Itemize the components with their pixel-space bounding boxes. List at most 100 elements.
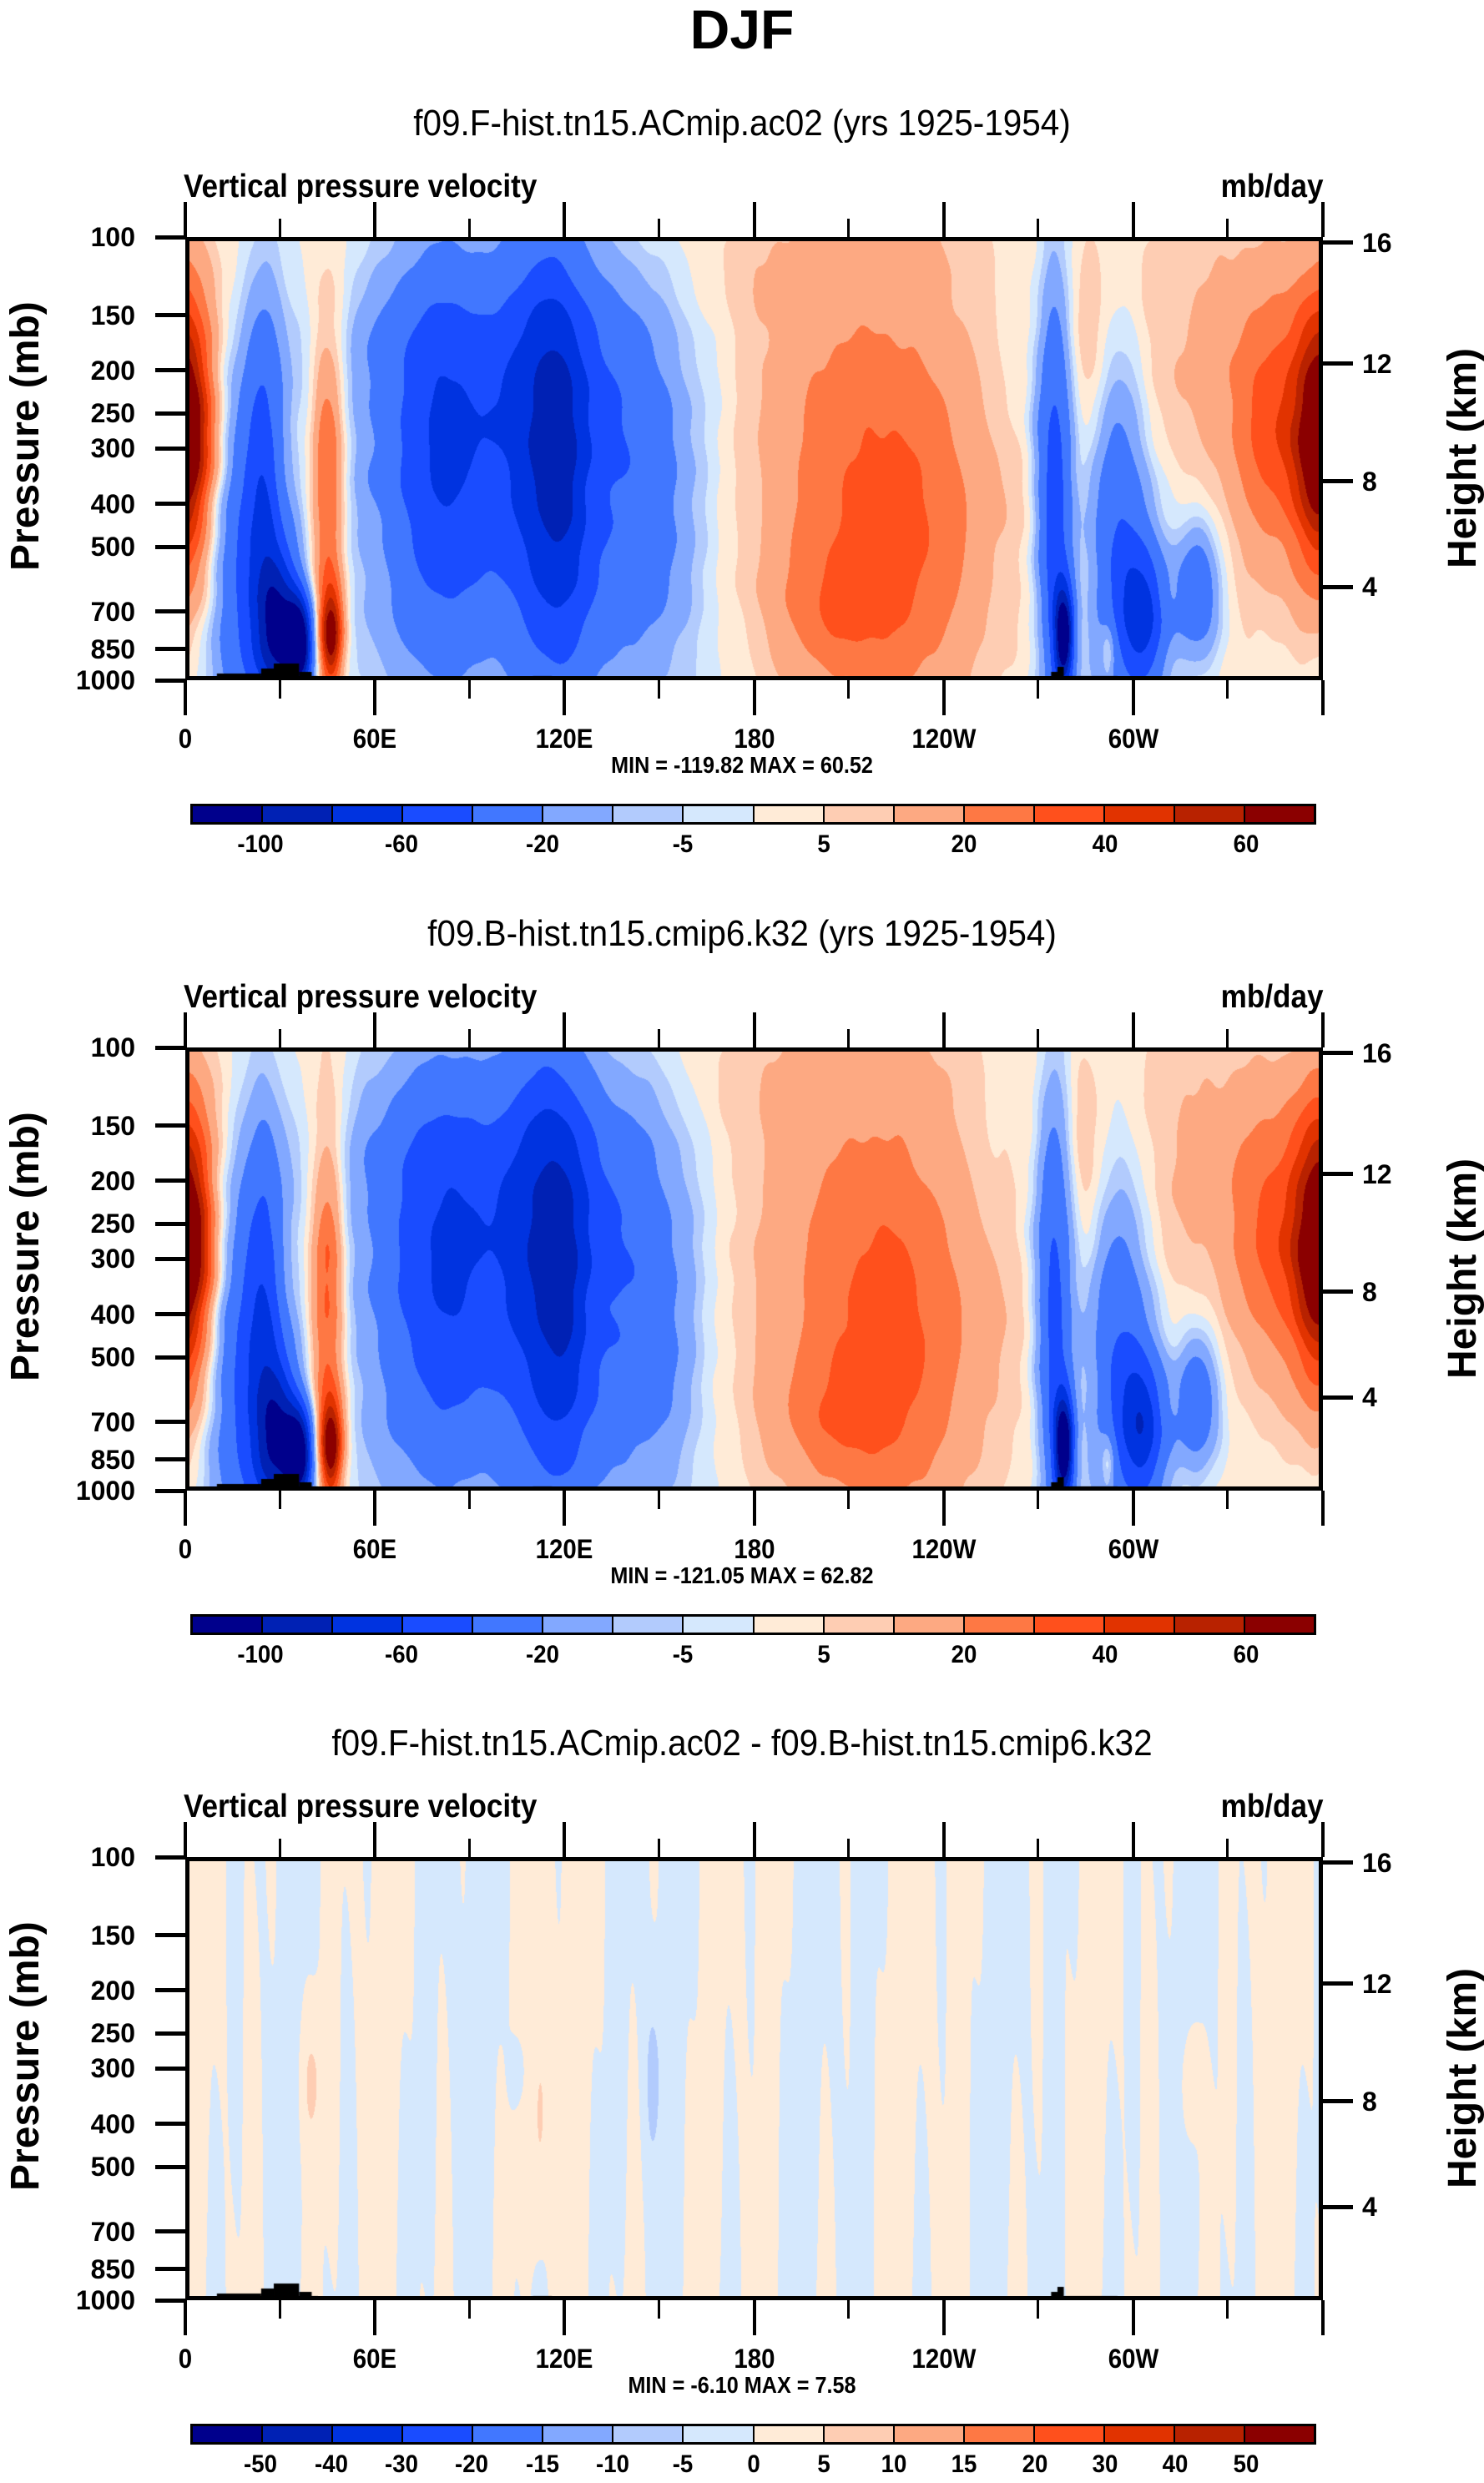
y-tick xyxy=(155,2229,185,2234)
x-tick-label: 180 xyxy=(733,2344,775,2374)
contour-field xyxy=(185,1047,1323,1491)
x-tick-label: 60W xyxy=(1108,2344,1159,2374)
y-right-tick-label: 16 xyxy=(1362,1037,1392,1068)
x-tick-bottom xyxy=(847,2300,851,2319)
colorbar-box xyxy=(333,2426,404,2442)
colorbar-label: 15 xyxy=(951,2450,977,2478)
colorbar-box xyxy=(754,2426,825,2442)
x-tick-top xyxy=(752,1012,756,1047)
y-right-tick-label: 8 xyxy=(1362,1276,1377,1307)
x-tick-bottom xyxy=(1321,1491,1325,1526)
colorbar-box xyxy=(1034,2426,1105,2442)
x-tick-top xyxy=(847,219,851,237)
y-tick-label: 500 xyxy=(90,1342,135,1373)
y-axis-right-label: Height (km) xyxy=(1441,1158,1484,1379)
colorbar-box xyxy=(263,806,334,822)
y-axis-right-label: Height (km) xyxy=(1441,1968,1484,2188)
x-tick-bottom xyxy=(1037,2300,1040,2319)
colorbar-box xyxy=(754,1617,825,1633)
units-label: mb/day xyxy=(1221,1789,1324,1824)
x-tick-top xyxy=(847,1839,851,1857)
y-tick-label: 100 xyxy=(90,1842,135,1872)
panel-1: f09.F-hist.tn15.ACmip.ac02 (yrs 1925-195… xyxy=(0,0,1484,858)
x-tick-bottom xyxy=(1131,680,1135,715)
colorbar-label: 5 xyxy=(817,2450,830,2478)
colorbar-label: -100 xyxy=(237,1641,284,1668)
x-tick-bottom xyxy=(752,2300,756,2335)
y-tick xyxy=(155,2066,185,2071)
x-tick-bottom xyxy=(278,2300,281,2319)
x-tick-bottom xyxy=(563,2300,567,2335)
panel-title: f09.B-hist.tn15.cmip6.k32 (yrs 1925-1954… xyxy=(427,913,1057,954)
x-tick-bottom xyxy=(563,1491,567,1526)
y-tick xyxy=(155,2298,185,2303)
y-tick-label: 250 xyxy=(90,1209,135,1239)
x-tick-bottom xyxy=(1226,680,1229,699)
y-axis-label: Pressure (mb) xyxy=(3,1112,48,1381)
x-tick-top xyxy=(657,219,660,237)
x-tick-bottom xyxy=(1226,1491,1229,1509)
x-tick-label: 180 xyxy=(733,1534,775,1564)
colorbar-box xyxy=(1244,2426,1314,2442)
y-tick xyxy=(155,1221,185,1226)
x-tick-top xyxy=(278,1029,281,1047)
colorbar-box xyxy=(754,806,825,822)
colorbar-box xyxy=(1174,2426,1245,2442)
colorbar-label: -40 xyxy=(314,2450,348,2478)
y-tick xyxy=(155,2122,185,2127)
x-tick-top xyxy=(1226,1029,1229,1047)
x-tick-label: 0 xyxy=(178,724,193,754)
y-tick-label: 200 xyxy=(90,1165,135,1196)
x-tick-top xyxy=(941,1822,946,1857)
y-right-tick-label: 16 xyxy=(1362,1847,1392,1878)
contour-plot xyxy=(185,237,1323,680)
contour-plot xyxy=(185,1047,1323,1491)
y-right-tick-label: 8 xyxy=(1362,466,1377,497)
x-tick-bottom xyxy=(941,680,946,715)
x-tick-bottom xyxy=(1226,2300,1229,2319)
colorbar-label: -60 xyxy=(384,830,418,858)
y-right-tick-label: 16 xyxy=(1362,227,1392,258)
y-tick-label: 300 xyxy=(90,433,135,464)
colorbar-box xyxy=(193,1617,264,1633)
x-tick-bottom xyxy=(373,1491,377,1526)
x-tick-bottom xyxy=(1037,680,1040,699)
x-tick-top xyxy=(752,1822,756,1857)
x-tick-top xyxy=(1131,1822,1135,1857)
x-tick-bottom xyxy=(657,2300,660,2319)
y-right-tick xyxy=(1323,1172,1353,1177)
colorbar-box xyxy=(964,2426,1035,2442)
colorbar-box xyxy=(1034,806,1105,822)
x-tick-top xyxy=(1037,1029,1040,1047)
y-tick-label: 700 xyxy=(90,596,135,627)
x-tick-bottom xyxy=(1321,2300,1325,2335)
colorbar-label: -5 xyxy=(672,830,694,858)
colorbar-label: -20 xyxy=(525,830,559,858)
colorbar-box xyxy=(543,1617,614,1633)
x-tick-top xyxy=(1131,1012,1135,1047)
colorbar-label: 0 xyxy=(746,2450,760,2478)
x-tick-label: 120E xyxy=(535,2344,593,2374)
x-tick-bottom xyxy=(657,1491,660,1509)
colorbar-box xyxy=(894,806,965,822)
y-tick xyxy=(155,2031,185,2036)
y-tick-label: 150 xyxy=(90,1110,135,1141)
y-tick xyxy=(155,502,185,507)
y-tick-label: 150 xyxy=(90,300,135,331)
y-right-tick xyxy=(1323,584,1353,589)
x-tick-label: 120E xyxy=(535,1534,593,1564)
x-tick-top xyxy=(1037,219,1040,237)
x-tick-bottom xyxy=(1131,1491,1135,1526)
y-tick-label: 1000 xyxy=(75,665,135,695)
x-tick-top xyxy=(467,1029,471,1047)
colorbar-box xyxy=(613,806,684,822)
colorbar-box xyxy=(263,1617,334,1633)
y-tick-label: 250 xyxy=(90,398,135,429)
y-tick-label: 150 xyxy=(90,1920,135,1951)
y-tick xyxy=(155,2267,185,2272)
y-tick xyxy=(155,1488,185,1493)
colorbar-box xyxy=(1174,806,1245,822)
variable-name: Vertical pressure velocity xyxy=(184,979,538,1015)
contour-field xyxy=(185,237,1323,680)
x-tick-top xyxy=(373,202,377,237)
